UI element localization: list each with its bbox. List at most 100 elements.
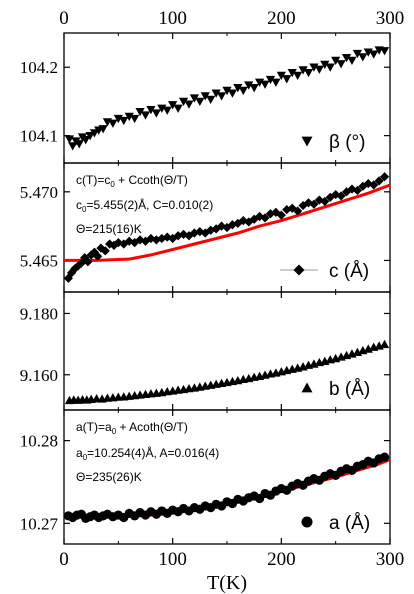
data-point-c (271, 207, 281, 218)
data-point-beta (358, 53, 368, 62)
legend-label-beta: β (°) (329, 132, 365, 153)
data-point-beta (293, 71, 303, 81)
data-point-c (336, 191, 346, 201)
panel-beta-marks: 104.1 104.2 0 100 200 300 β (°) (20, 8, 405, 163)
x-tick-label-bottom: 200 (267, 549, 296, 570)
x-tick-label-top: 0 (59, 8, 69, 29)
data-point-beta (336, 60, 346, 69)
y-tick-label-b: 9.180 (20, 304, 58, 323)
data-point-c (276, 210, 286, 220)
data-point-beta (303, 69, 314, 78)
data-point-c (309, 199, 319, 209)
data-point-beta (260, 80, 270, 89)
panel-a-marks: 10.27 10.28 0 100 200 300 a (Å) (20, 410, 404, 570)
y-tick-label-a: 10.28 (20, 432, 58, 451)
data-point-beta (206, 95, 216, 104)
data-point-c (255, 211, 265, 222)
legend-marker-a (301, 516, 313, 528)
legend-label-a: a (Å) (329, 513, 370, 534)
x-tick-label-bottom: 100 (158, 549, 187, 570)
data-point-c (70, 264, 80, 274)
data-point-beta (379, 47, 390, 56)
data-point-c (80, 253, 90, 263)
data-point-beta (85, 131, 95, 141)
data-point-beta (244, 81, 254, 90)
c-fit-equation: c(T)=c0 + Ccoth(Θ/T) (76, 173, 188, 189)
data-point-beta (146, 105, 156, 115)
data-point-c (249, 214, 259, 224)
data-point-beta (135, 108, 145, 117)
y-tick-label-c: 5.465 (20, 251, 58, 270)
data-point-beta (347, 56, 357, 65)
data-point-c (100, 246, 110, 256)
data-point-beta (352, 49, 362, 59)
data-point-beta (68, 142, 78, 151)
data-point-beta (282, 75, 292, 84)
data-point-c (379, 172, 390, 182)
data-point-beta (130, 114, 140, 124)
legend-label-c: c (Å) (329, 261, 369, 282)
data-point-beta (369, 50, 379, 59)
data-point-c (93, 251, 103, 261)
data-point-beta (200, 92, 210, 101)
data-point-beta (195, 97, 205, 107)
data-point-beta (233, 84, 243, 93)
y-tick-label-c: 5.470 (20, 183, 58, 202)
y-tick-label-b: 9.160 (20, 366, 58, 385)
panel-c-marks: 5.465 5.470 c (Å) (20, 163, 391, 292)
data-point-beta (89, 129, 100, 138)
data-point-beta (74, 140, 84, 149)
x-axis-title: T(K) (207, 572, 247, 594)
legend-marker-b (301, 382, 313, 393)
data-point-beta (140, 111, 151, 120)
panel-a: a(T)=a0 + Acoth(Θ/T) a0=10.254(4)Å, A=0.… (63, 409, 391, 545)
data-point-beta (325, 63, 335, 72)
data-point-c (260, 213, 270, 223)
data-point-b (379, 339, 390, 349)
data-point-c (352, 185, 362, 196)
data-point-beta (189, 94, 199, 103)
legend-marker-c (293, 264, 305, 276)
data-point-beta (331, 56, 341, 65)
data-point-beta (81, 136, 91, 145)
data-point-beta (314, 65, 324, 74)
a-fit-theta: Θ=235(26)K (76, 470, 142, 484)
data-point-beta (227, 89, 238, 98)
data-point-c (293, 206, 303, 216)
data-point-beta (287, 69, 297, 78)
x-tick-label-top: 300 (376, 8, 405, 29)
x-tick-label-top: 200 (267, 8, 296, 29)
data-point-c (331, 189, 341, 200)
y-tick-label-beta: 104.2 (20, 58, 58, 77)
c-fit-theta: Θ=215(16)K (76, 222, 142, 236)
y-tick-label-a: 10.27 (20, 514, 59, 533)
data-point-beta (238, 86, 248, 96)
data-point-c (320, 196, 330, 207)
y-tick-label-beta: 104.1 (20, 127, 58, 146)
data-point-beta (341, 53, 352, 63)
data-point-beta (151, 109, 161, 118)
x-tick-label-bottom: 0 (59, 549, 69, 570)
data-point-beta (168, 101, 178, 110)
data-point-beta (184, 100, 194, 109)
data-point-beta (119, 116, 129, 126)
data-point-beta (173, 104, 183, 113)
x-tick-label-top: 100 (158, 8, 187, 29)
legend-label-b: b (Å) (329, 379, 370, 400)
data-point-beta (216, 92, 227, 101)
data-point-beta (211, 89, 221, 98)
data-point-beta (276, 71, 286, 81)
data-point-beta (178, 97, 189, 107)
data-point-c (83, 257, 93, 267)
data-point-beta (271, 78, 281, 87)
c-fit-params: c0=5.455(2)Å, C=0.010(2) (76, 197, 213, 214)
a-fit-params: a0=10.254(4)Å, A=0.016(4) (76, 445, 219, 462)
data-point-c (369, 180, 379, 190)
data-point-beta (108, 119, 118, 128)
data-point-a (379, 452, 390, 462)
data-point-beta (249, 84, 259, 93)
legend-marker-beta (301, 136, 313, 147)
chart-marks-layer: 104.1 104.2 0 100 200 300 β (°) 5.465 5.470 c (Å)… (20, 8, 405, 570)
